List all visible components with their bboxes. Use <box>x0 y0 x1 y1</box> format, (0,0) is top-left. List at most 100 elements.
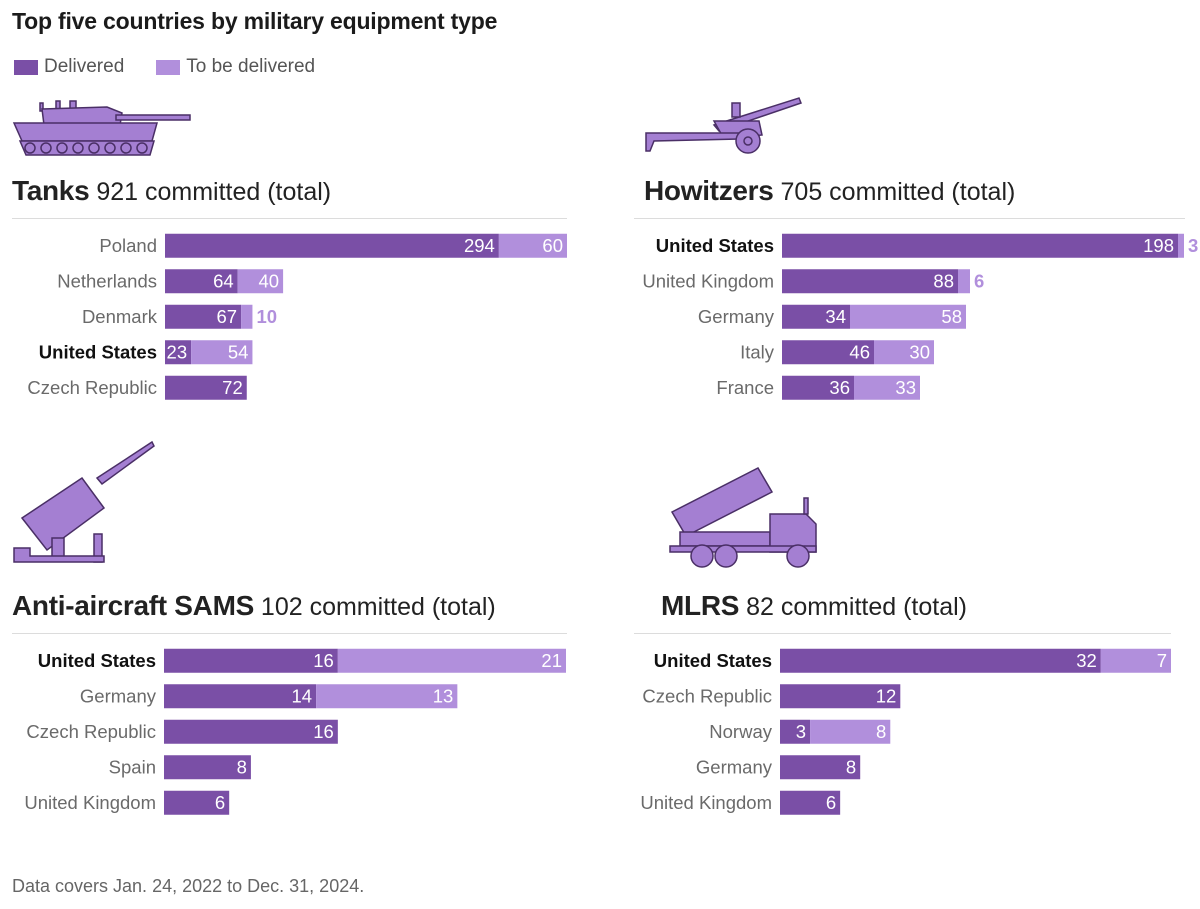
category-label: Spain <box>109 756 156 777</box>
legend-delivered-swatch <box>14 59 38 75</box>
category-label: United Kingdom <box>24 792 156 813</box>
bar-delivered <box>165 269 238 294</box>
missile-launcher-icon <box>13 440 155 563</box>
bar-delivered <box>782 269 958 294</box>
value-label-delivered: 12 <box>876 685 897 706</box>
bar-chart-howitzers: United States 198 3 United Kingdom 88 6 German… <box>630 230 1200 413</box>
category-label: United States <box>654 650 772 671</box>
bar-delivered <box>780 684 901 709</box>
divider <box>12 633 567 634</box>
rocket-truck-icon <box>669 467 817 568</box>
value-label-to-be-delivered: 60 <box>542 235 563 256</box>
bar-delivered <box>782 233 1178 258</box>
bar-to-be-delivered <box>1100 648 1171 673</box>
value-label-to-be-delivered: 40 <box>259 270 280 291</box>
value-label-to-be-delivered: 8 <box>876 721 886 742</box>
bar-to-be-delivered <box>237 269 284 294</box>
category-label: France <box>716 377 774 398</box>
value-label-to-be-delivered: 54 <box>228 341 249 362</box>
bar-chart-tanks: Poland 294 60 Netherlands 64 40 Denmark 67 10 Uni… <box>12 230 583 413</box>
value-label-delivered: 16 <box>313 650 334 671</box>
bar-delivered <box>165 375 247 400</box>
value-label-delivered: 6 <box>215 792 225 813</box>
panel-tanks: Tanks 921 committed (total) Poland 294 60 N… <box>12 95 582 455</box>
divider <box>634 218 1185 219</box>
value-label-to-be-delivered: 21 <box>541 650 562 671</box>
bar-to-be-delivered <box>854 375 920 400</box>
bar-chart-svg: Poland 294 60 Netherlands 64 40 Denmark 67 10 Uni… <box>27 233 567 400</box>
category-label: United States <box>39 341 157 362</box>
value-label-delivered: 6 <box>826 792 836 813</box>
value-label-delivered: 32 <box>1076 650 1097 671</box>
category-label: Norway <box>709 721 772 742</box>
bar-delivered <box>164 719 338 744</box>
legend-delivered-label: Delivered <box>44 56 125 77</box>
bar-to-be-delivered <box>850 304 966 329</box>
value-label-delivered: 8 <box>237 756 247 777</box>
value-label-to-be-delivered: 6 <box>974 270 984 291</box>
legend: Delivered To be delivered <box>14 56 347 78</box>
bar-to-be-delivered <box>337 648 566 673</box>
bar-to-be-delivered <box>1178 233 1184 258</box>
value-label-to-be-delivered: 7 <box>1157 650 1167 671</box>
category-label: Germany <box>698 306 775 327</box>
bar-to-be-delivered <box>316 684 458 709</box>
panel-category: Tanks <box>12 175 90 206</box>
category-label: Netherlands <box>57 270 157 291</box>
bar-delivered <box>165 304 242 329</box>
panel-heading: Tanks 921 committed (total) <box>12 175 331 207</box>
divider <box>12 218 567 219</box>
value-label-delivered: 198 <box>1143 235 1174 256</box>
panel-total: 705 committed (total) <box>780 178 1016 206</box>
panel-total: 82 committed (total) <box>746 593 967 621</box>
tank-icon <box>12 100 191 156</box>
bar-chart-svg: United States 32 7 Czech Republic 12 Norway 3 8… <box>640 648 1171 815</box>
bar-delivered <box>780 790 841 815</box>
category-label: Germany <box>80 685 157 706</box>
legend-tbd-label: To be delivered <box>186 56 316 77</box>
bar-delivered <box>780 648 1101 673</box>
value-label-delivered: 34 <box>825 306 846 327</box>
panel-category: MLRS <box>661 590 740 621</box>
panel-category: Anti-aircraft SAMS <box>12 590 254 621</box>
panel-category: Howitzers <box>644 175 774 206</box>
category-label: United Kingdom <box>642 270 774 291</box>
footnote: Data covers Jan. 24, 2022 to Dec. 31, 20… <box>12 876 365 896</box>
value-label-delivered: 72 <box>222 377 243 398</box>
category-label: Italy <box>740 341 775 362</box>
value-label-to-be-delivered: 3 <box>1188 235 1198 256</box>
bar-delivered <box>780 719 811 744</box>
value-label-to-be-delivered: 58 <box>941 306 962 327</box>
panel-howitzers: Howitzers 705 committed (total) United S… <box>630 95 1200 455</box>
value-label-to-be-delivered: 33 <box>895 377 916 398</box>
value-label-delivered: 88 <box>933 270 954 291</box>
panel-mlrs: MLRS 82 committed (total) United States 3… <box>630 438 1200 815</box>
bar-delivered <box>164 684 317 709</box>
category-label: United States <box>656 235 774 256</box>
panel-heading: MLRS 82 committed (total) <box>661 590 967 622</box>
bar-delivered <box>782 340 874 365</box>
category-label: Czech Republic <box>26 721 156 742</box>
value-label-to-be-delivered: 30 <box>909 341 930 362</box>
category-label: Poland <box>99 235 157 256</box>
category-label: Czech Republic <box>27 377 157 398</box>
bar-delivered <box>782 375 854 400</box>
bar-delivered <box>165 340 192 365</box>
howitzer-icon <box>645 97 802 154</box>
value-label-delivered: 23 <box>167 341 188 362</box>
bar-delivered <box>164 790 230 815</box>
chart-title: Top five countries by military equipment… <box>12 8 498 34</box>
panel-heading: Howitzers 705 committed (total) <box>644 175 1015 207</box>
panel-total: 921 committed (total) <box>96 178 332 206</box>
bar-chart-svg: United States 16 21 Germany 14 13 Czech Republ… <box>24 648 566 815</box>
category-label: Czech Republic <box>642 685 772 706</box>
value-label-delivered: 8 <box>846 756 856 777</box>
bar-delivered <box>164 648 338 673</box>
legend-tbd-swatch <box>156 59 181 75</box>
divider <box>634 633 1171 634</box>
value-label-delivered: 3 <box>796 721 806 742</box>
category-label: United Kingdom <box>640 792 772 813</box>
bar-delivered <box>782 304 850 329</box>
value-label-to-be-delivered: 10 <box>256 306 277 327</box>
bar-delivered <box>780 755 861 780</box>
